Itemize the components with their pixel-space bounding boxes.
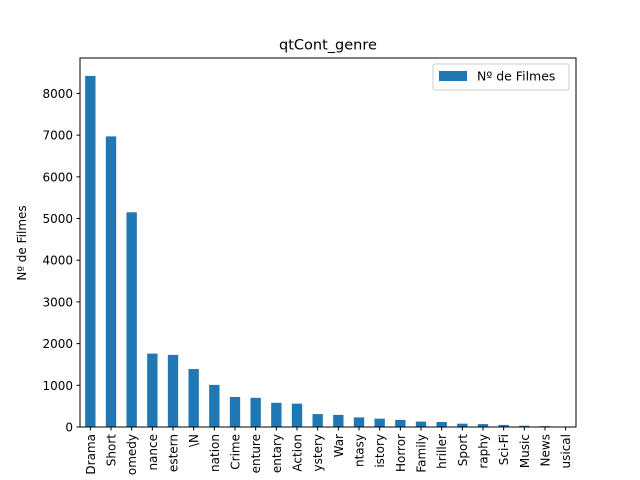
y-tick-label: 6000: [42, 170, 73, 184]
bar: [374, 418, 385, 427]
x-tick-label: raphy: [477, 434, 491, 469]
bar: [415, 421, 427, 427]
bar: [395, 419, 406, 427]
y-axis: 0 1000 2000 3000 4000 5000 6000 7000 8000: [42, 87, 80, 435]
x-tick-label: Drama: [84, 434, 98, 475]
bar: [147, 353, 158, 427]
legend-frame: [432, 63, 570, 91]
x-tick-label: Sci-Fi: [497, 434, 511, 465]
bar: [209, 384, 220, 427]
bar: [126, 212, 137, 427]
x-tick-label: Crime: [229, 434, 243, 470]
x-axis: Drama Short omedy nance estern \N nation Crime e…: [84, 427, 573, 475]
y-tick-label: 1000: [42, 379, 73, 393]
x-tick-label: Short: [105, 434, 119, 466]
y-tick-label: 4000: [42, 254, 73, 268]
x-tick-label: istory: [373, 434, 387, 468]
chart-title: qtCont_genre: [279, 38, 377, 54]
bar: [167, 354, 179, 427]
bar: [498, 424, 509, 427]
bar: [229, 396, 241, 427]
y-tick-label: 5000: [42, 212, 73, 226]
bar: [312, 414, 323, 427]
legend-label: Nº de Filmes: [477, 69, 555, 84]
bar: [250, 397, 261, 427]
x-tick-label: nation: [208, 434, 222, 472]
bar: [85, 75, 96, 428]
bar: [436, 421, 447, 427]
x-tick-label: War: [332, 434, 346, 457]
y-tick-label: 3000: [42, 295, 73, 309]
legend: Nº de Filmes: [432, 63, 570, 91]
bar: [333, 414, 344, 427]
x-tick-label: usical: [559, 434, 573, 468]
x-tick-label: \N: [187, 434, 201, 447]
bar: [457, 423, 468, 427]
y-tick-label: 2000: [42, 337, 73, 351]
x-tick-label: ntasy: [353, 434, 367, 467]
bar: [291, 403, 303, 427]
bar: [105, 136, 117, 427]
bar: [188, 369, 199, 427]
x-tick-label: omedy: [125, 434, 139, 475]
legend-swatch: [439, 71, 467, 81]
x-tick-label: News: [539, 434, 553, 466]
x-tick-label: Sport: [456, 434, 470, 467]
y-tick-label: 7000: [42, 129, 73, 143]
bar: [271, 402, 282, 427]
x-tick-label: hriller: [435, 434, 449, 469]
bar: [519, 425, 530, 427]
y-tick-label: 8000: [42, 87, 73, 101]
x-tick-label: ystery: [311, 434, 325, 471]
x-tick-label: Horror: [394, 434, 408, 472]
y-tick-label: 0: [65, 421, 73, 435]
plot-area: [79, 57, 577, 428]
x-tick-label: nance: [146, 434, 160, 471]
x-tick-label: entary: [270, 434, 284, 473]
x-tick-label: enture: [249, 434, 263, 473]
axes-frame: [79, 57, 577, 428]
x-tick-label: Family: [415, 434, 429, 473]
y-axis-label: Nº de Filmes: [15, 205, 29, 280]
x-tick-label: estern: [167, 434, 181, 472]
bar: [353, 417, 365, 427]
bar: [477, 424, 489, 427]
x-tick-label: Action: [291, 434, 305, 472]
x-tick-label: Music: [518, 434, 532, 468]
